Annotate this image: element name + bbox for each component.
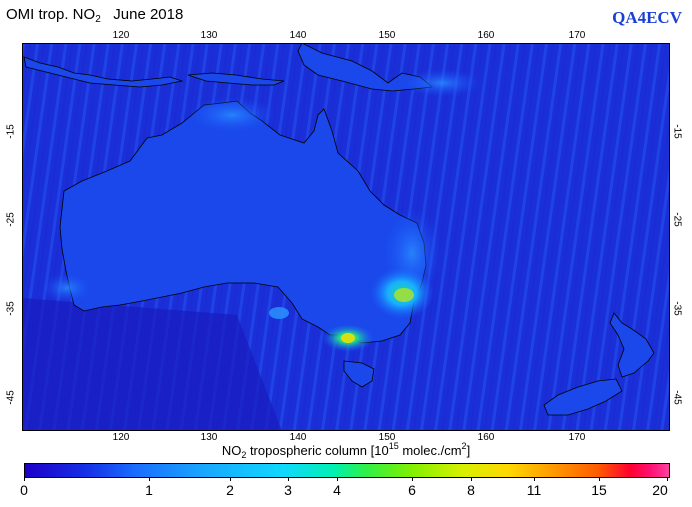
lon-tick-top: 170 <box>568 30 586 41</box>
colorbar-label: 4 <box>333 482 341 498</box>
lon-tick-top: 130 <box>200 30 218 41</box>
lon-tick-top: 160 <box>477 30 495 41</box>
lat-tick-left: -35 <box>5 301 17 316</box>
timor-islands <box>187 72 285 86</box>
lon-tick-bottom: 170 <box>568 432 586 443</box>
lat-tick-right: -35 <box>671 301 683 316</box>
nz-south-coastline <box>543 378 623 416</box>
brand-label: QA4ECV <box>612 8 682 27</box>
colorbar-label: 3 <box>284 482 292 498</box>
colorbar-tick <box>471 477 472 481</box>
sydney-hotspot-core <box>394 288 414 302</box>
colorbar-tick <box>534 477 535 481</box>
low-values-region <box>22 298 282 431</box>
lat-tick-left: -15 <box>5 124 17 139</box>
melbourne-hotspot-core <box>341 333 355 343</box>
map-title: OMI trop. NO2 June 2018 <box>6 6 184 25</box>
lon-tick-top: 140 <box>289 30 307 41</box>
colorbar-tick <box>667 477 668 481</box>
colorbar-label: 1 <box>145 482 153 498</box>
lon-tick-bottom: 150 <box>378 432 396 443</box>
colorbar-label: 8 <box>467 482 475 498</box>
map-canvas <box>22 43 670 431</box>
adelaide-hotspot <box>269 307 289 319</box>
colorbar-label: 20 <box>652 482 668 498</box>
lat-tick-left: -25 <box>5 212 17 227</box>
lat-tick-right: -15 <box>671 124 683 139</box>
colorbar-tick <box>288 477 289 481</box>
lat-tick-right: -45 <box>671 390 683 405</box>
map-frame <box>22 43 670 431</box>
colorbar-tick <box>599 477 600 481</box>
colorbar-tick <box>230 477 231 481</box>
tasmania-coastline <box>343 360 375 388</box>
haze-north <box>187 97 277 133</box>
colorbar-label: 15 <box>591 482 607 498</box>
colorbar-label: 2 <box>226 482 234 498</box>
haze-png <box>402 69 482 97</box>
lat-tick-left: -45 <box>5 390 17 405</box>
indonesia-islands <box>23 56 184 88</box>
lon-tick-top: 150 <box>378 30 396 41</box>
colorbar-tick <box>337 477 338 481</box>
lat-tick-right: -25 <box>671 212 683 227</box>
haze-west <box>42 273 92 303</box>
colorbar-title: NO2 tropospheric column [1015 molec./cm2… <box>221 441 471 460</box>
nz-north-coastline <box>609 312 655 378</box>
colorbar <box>24 463 670 478</box>
lon-tick-bottom: 130 <box>200 432 218 443</box>
colorbar-label: 6 <box>408 482 416 498</box>
colorbar-label: 0 <box>20 482 28 498</box>
lon-tick-bottom: 160 <box>477 432 495 443</box>
lon-tick-bottom: 120 <box>112 432 130 443</box>
colorbar-tick <box>412 477 413 481</box>
no2-map <box>22 43 670 431</box>
colorbar-label: 11 <box>526 482 542 498</box>
colorbar-tick <box>24 477 25 481</box>
lon-tick-bottom: 140 <box>289 432 307 443</box>
lon-tick-top: 120 <box>112 30 130 41</box>
colorbar-tick <box>149 477 150 481</box>
